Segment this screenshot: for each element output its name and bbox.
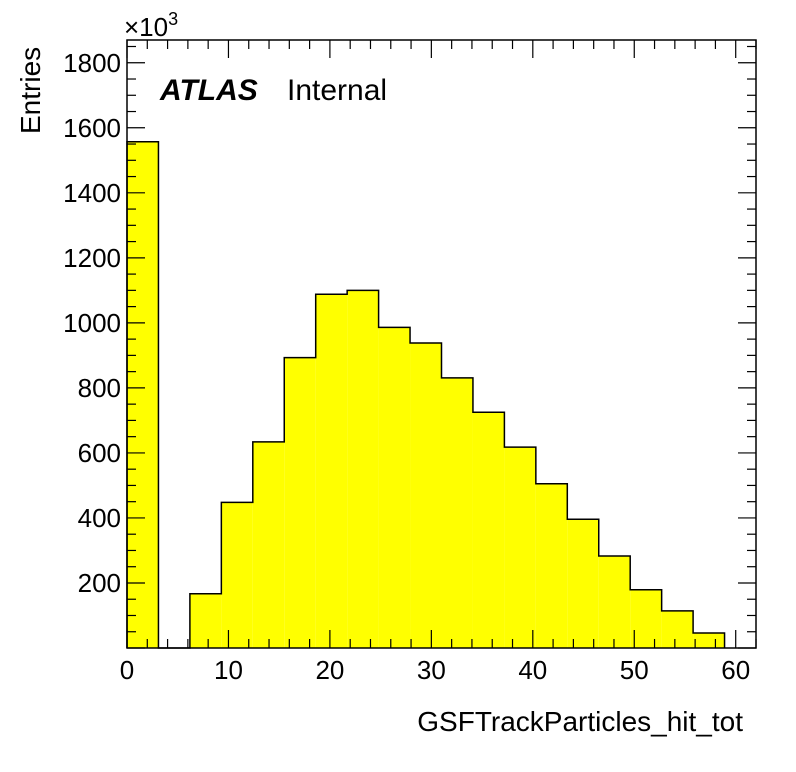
plot-frame bbox=[126, 39, 757, 649]
x-tick-label: 10 bbox=[214, 655, 243, 685]
histogram-bar bbox=[598, 555, 631, 648]
histogram-bar bbox=[504, 447, 536, 648]
histogram-bar bbox=[630, 589, 662, 648]
y-tick-label: 600 bbox=[78, 438, 121, 468]
histogram-bar bbox=[127, 141, 159, 648]
y-tick-label: 400 bbox=[78, 503, 121, 533]
histogram-bar bbox=[693, 633, 725, 648]
atlas-label: ATLAS bbox=[159, 74, 258, 107]
histogram-bar bbox=[252, 441, 285, 648]
internal-label: Internal bbox=[287, 74, 387, 107]
histogram-bars bbox=[126, 141, 726, 649]
histogram-bar bbox=[661, 610, 694, 648]
tick-labels: 0 10 20 30 40 50 60 200 400 600 800 1000 1200 1400 160… bbox=[63, 48, 750, 685]
histogram-bar bbox=[567, 519, 599, 648]
y-tick-label: 800 bbox=[78, 373, 121, 403]
histogram-outline bbox=[126, 141, 726, 649]
y-tick-label: 1800 bbox=[63, 48, 121, 78]
y-axis-title: Entries bbox=[15, 47, 46, 134]
y-axis-multiplier: ×103 bbox=[124, 9, 178, 42]
histogram-bar bbox=[189, 593, 222, 648]
x-tick-label: 40 bbox=[518, 655, 547, 685]
histogram-bar bbox=[535, 483, 568, 648]
y-tick-label: 1000 bbox=[63, 308, 121, 338]
histogram-bar bbox=[347, 290, 379, 648]
y-tick-label: 200 bbox=[78, 568, 121, 598]
histogram-bar bbox=[378, 327, 411, 648]
x-tick-label: 30 bbox=[417, 655, 446, 685]
histogram-bar bbox=[441, 377, 473, 648]
histogram-bar bbox=[221, 502, 253, 648]
x-tick-label: 0 bbox=[120, 655, 134, 685]
histogram-bar bbox=[410, 343, 442, 648]
y-tick-label: 1400 bbox=[63, 178, 121, 208]
x-tick-label: 20 bbox=[315, 655, 344, 685]
axis-ticks bbox=[126, 40, 757, 649]
y-tick-label: 1200 bbox=[63, 243, 121, 273]
histogram-bar bbox=[315, 294, 348, 648]
x-tick-label: 50 bbox=[620, 655, 649, 685]
x-tick-label: 60 bbox=[721, 655, 750, 685]
histogram-bar bbox=[472, 412, 505, 648]
x-axis-title: GSFTrackParticles_hit_tot bbox=[417, 706, 743, 737]
histogram-bar bbox=[284, 357, 316, 648]
y-tick-label: 1600 bbox=[63, 113, 121, 143]
